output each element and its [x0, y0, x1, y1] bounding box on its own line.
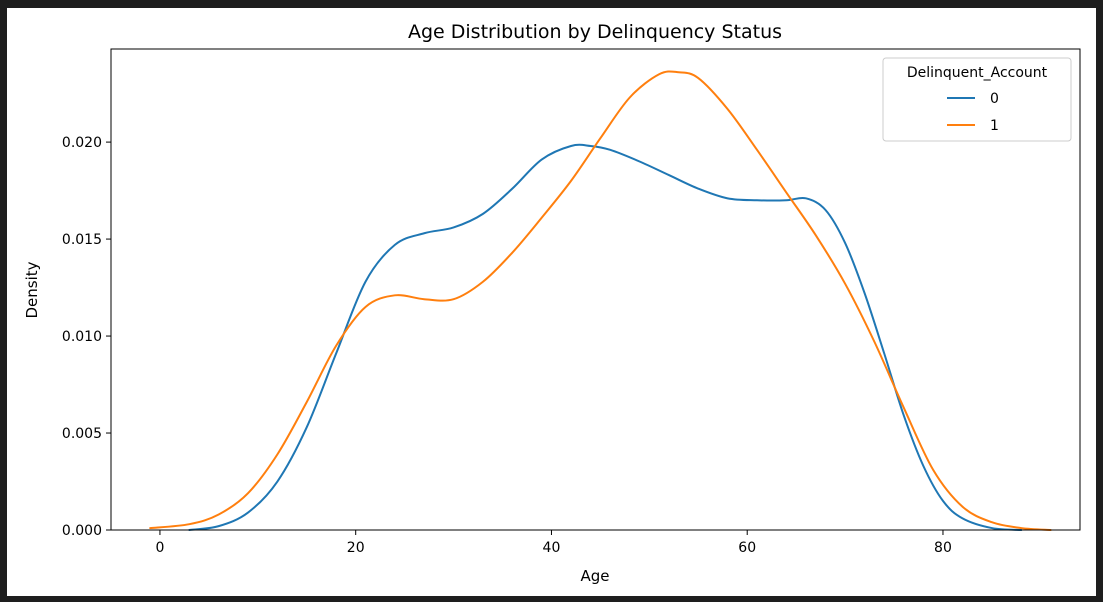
y-tick-label: 0.010 [62, 329, 102, 345]
y-axis-title: Density [23, 261, 41, 318]
y-tick-label: 0.020 [62, 135, 102, 151]
y-tick-label: 0.005 [62, 426, 102, 442]
legend-label-0: 0 [990, 91, 999, 107]
x-tick-label: 20 [347, 540, 365, 556]
plot-frame [110, 48, 1081, 531]
x-tick-label: 0 [155, 540, 164, 556]
chart-title: Age Distribution by Delinquency Status [408, 21, 782, 43]
chart-svg: Age Distribution by Delinquency Status 0… [23, 21, 1081, 585]
legend-label-1: 1 [990, 118, 999, 134]
y-tick-label: 0.000 [62, 523, 102, 539]
y-tick-label: 0.015 [62, 232, 102, 248]
legend-title: Delinquent_Account [907, 65, 1048, 81]
series-line-1 [149, 70, 1052, 531]
legend: Delinquent_Account 0 1 [882, 57, 1072, 142]
legend-box [882, 57, 1072, 142]
x-axis-title: Age [580, 567, 609, 585]
chart-figure: Age Distribution by Delinquency Status 0… [7, 8, 1096, 596]
series-line-0 [188, 143, 1023, 531]
x-tick-label: 40 [543, 540, 561, 556]
x-tick-label: 60 [738, 540, 756, 556]
x-tick-label: 80 [934, 540, 952, 556]
